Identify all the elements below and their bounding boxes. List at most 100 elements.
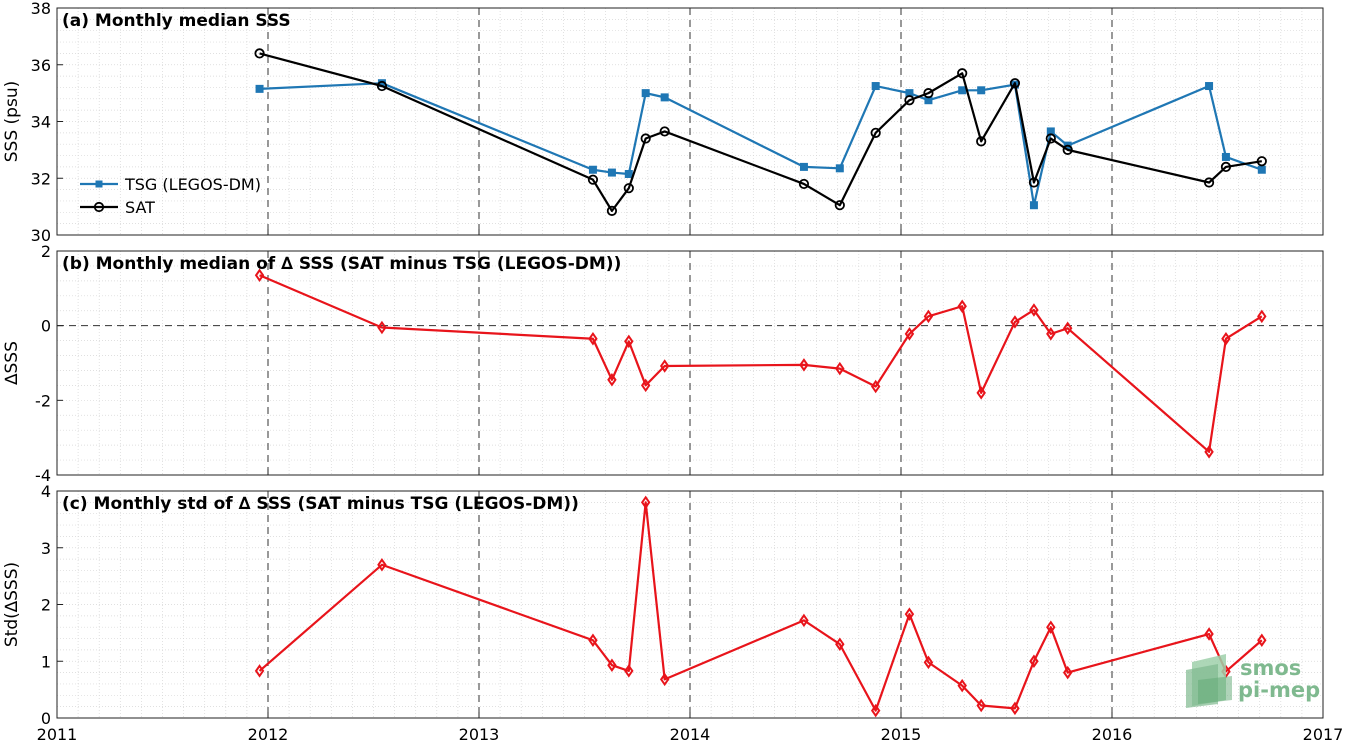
data-point: [976, 698, 986, 713]
data-point: [377, 558, 387, 572]
data-point: [1010, 701, 1020, 716]
y-tick-label: 38: [31, 0, 51, 18]
y-axis-label: SSS (psu): [2, 81, 22, 162]
data-point: [623, 183, 634, 194]
data-point: [640, 378, 651, 393]
data-point: [923, 655, 934, 670]
data-point: [835, 361, 845, 376]
data-point: [799, 162, 808, 171]
series-line: [259, 274, 1263, 453]
legend-marker: [95, 180, 103, 188]
series-line: [259, 52, 1262, 212]
data-point: [799, 613, 809, 628]
data-point: [624, 334, 634, 349]
legend-label: SAT: [125, 198, 155, 217]
data-point: [1257, 309, 1267, 324]
x-tick-label: 2015: [881, 725, 922, 744]
data-point: [1028, 177, 1040, 188]
data-point: [835, 164, 844, 173]
data-point: [1256, 156, 1267, 167]
data-point: [1009, 78, 1021, 89]
y-tick-label: 1: [41, 652, 51, 671]
y-tick-label: 0: [41, 317, 51, 336]
data-point: [1029, 303, 1039, 317]
x-tick-label: 2012: [248, 725, 289, 744]
series-1: [254, 48, 1267, 216]
data-point: [1203, 177, 1215, 188]
data-point: [659, 126, 670, 137]
data-point: [254, 268, 265, 283]
data-point: [254, 48, 265, 59]
logo-line2: pi-mep: [1238, 678, 1320, 702]
y-tick-label: -4: [35, 466, 51, 485]
y-tick-label: 2: [41, 242, 51, 261]
y-axis-label: ∆SSS: [2, 341, 22, 386]
data-point: [871, 82, 880, 91]
data-point: [641, 89, 650, 98]
data-point: [607, 658, 617, 672]
data-point: [923, 88, 934, 99]
data-point: [1029, 654, 1039, 668]
data-point: [1062, 665, 1073, 680]
data-point: [640, 495, 651, 510]
panel-title: (b) Monthly median of ∆ SSS (SAT minus T…: [62, 254, 621, 274]
data-point: [904, 327, 915, 341]
data-point: [904, 607, 915, 621]
data-point: [659, 672, 670, 687]
data-point: [588, 165, 597, 174]
legend: TSG (LEGOS-DM) SAT: [80, 175, 261, 217]
x-tick-label: 2017: [1303, 725, 1344, 744]
series-0: [254, 495, 1267, 718]
data-point: [607, 373, 617, 387]
series-0: [254, 268, 1267, 459]
panel-0: 30 32 34 36 38 SSS (psu) (a) Monthly median SS…: [2, 0, 1324, 245]
y-tick-label: 0: [41, 709, 51, 728]
logo-line1: smos: [1240, 656, 1301, 680]
data-point: [958, 86, 967, 95]
data-point: [957, 68, 968, 79]
data-point: [624, 169, 633, 178]
data-point: [254, 664, 265, 678]
data-point: [624, 664, 634, 678]
data-point: [588, 331, 598, 346]
y-tick-label: 32: [31, 169, 51, 188]
y-tick-label: 4: [41, 482, 51, 501]
data-point: [1062, 144, 1073, 155]
x-tick-label: 2016: [1092, 725, 1133, 744]
y-tick-label: 34: [31, 113, 51, 132]
data-point: [1029, 201, 1038, 210]
data-point: [1045, 133, 1056, 144]
legend-label: TSG (LEGOS-DM): [124, 175, 261, 194]
data-point: [976, 136, 987, 147]
smos-pimep-logo: smos pi-mep: [1186, 654, 1320, 708]
data-point: [904, 95, 915, 106]
y-tick-label: 2: [41, 596, 51, 615]
data-point: [1257, 633, 1267, 647]
data-point: [1010, 315, 1020, 329]
data-point: [255, 84, 264, 93]
y-tick-label: 36: [31, 56, 51, 75]
x-tick-label: 2013: [459, 725, 500, 744]
y-tick-label: -2: [35, 391, 51, 410]
data-point: [870, 127, 881, 138]
legend-marker: [93, 201, 105, 213]
data-point: [376, 80, 388, 92]
data-point: [660, 93, 669, 102]
panel-1: -4 -2 0 2 ∆SSS (b) Monthly median of ∆ SSS (S…: [2, 242, 1324, 485]
data-point: [1204, 627, 1214, 641]
data-point: [1221, 152, 1230, 161]
data-point: [659, 359, 670, 373]
data-point: [640, 133, 651, 144]
data-point: [1220, 161, 1232, 172]
data-point: [835, 637, 845, 651]
data-point: [588, 633, 598, 647]
data-point: [923, 309, 934, 324]
series-line: [259, 82, 1263, 207]
data-point: [870, 379, 881, 394]
y-tick-label: 30: [31, 226, 51, 245]
data-point: [834, 200, 845, 211]
panel-title: (c) Monthly std of ∆ SSS (SAT minus TSG …: [62, 494, 579, 514]
data-point: [1204, 445, 1214, 459]
data-point: [957, 678, 967, 693]
